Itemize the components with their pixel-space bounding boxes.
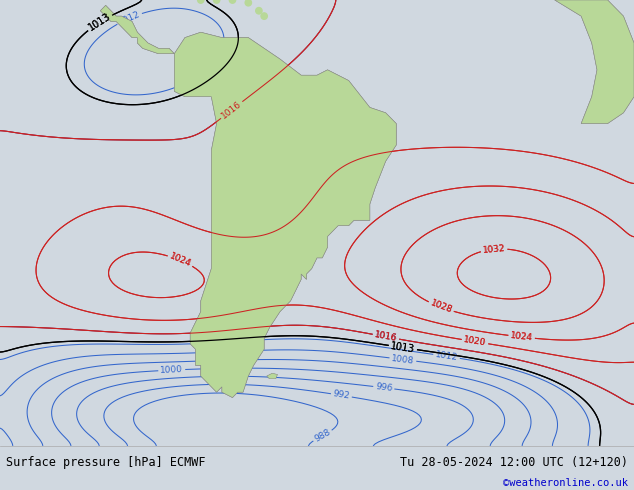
Circle shape (214, 0, 220, 3)
Text: 1004: 1004 (211, 356, 234, 365)
Text: 1016: 1016 (220, 99, 243, 121)
Circle shape (256, 7, 262, 14)
Text: 1013: 1013 (87, 12, 113, 33)
Text: 1013: 1013 (390, 341, 416, 354)
Polygon shape (267, 373, 277, 379)
Text: Surface pressure [hPa] ECMWF: Surface pressure [hPa] ECMWF (6, 456, 206, 469)
Text: 1013: 1013 (390, 341, 416, 354)
Text: Tu 28-05-2024 12:00 UTC (12+120): Tu 28-05-2024 12:00 UTC (12+120) (399, 456, 628, 469)
Text: 1016: 1016 (374, 330, 398, 343)
Polygon shape (555, 0, 634, 123)
Text: 1032: 1032 (482, 244, 506, 255)
Text: 1012: 1012 (117, 9, 141, 27)
Text: 1016: 1016 (220, 99, 243, 121)
Text: ©weatheronline.co.uk: ©weatheronline.co.uk (503, 478, 628, 489)
Text: 1016: 1016 (374, 330, 398, 343)
Text: 1024: 1024 (510, 331, 533, 343)
Text: 1032: 1032 (482, 244, 506, 255)
Polygon shape (267, 373, 277, 379)
Text: 1028: 1028 (429, 299, 453, 316)
Text: 988: 988 (313, 428, 332, 444)
Text: 1020: 1020 (463, 335, 487, 348)
Text: 1016: 1016 (220, 99, 243, 121)
Text: 1013: 1013 (87, 12, 113, 33)
Text: 996: 996 (375, 382, 393, 393)
Text: 1016: 1016 (374, 330, 398, 343)
Text: 1028: 1028 (429, 299, 453, 316)
Polygon shape (555, 0, 634, 123)
Text: 1024: 1024 (168, 252, 193, 269)
Text: 1020: 1020 (463, 335, 487, 348)
Polygon shape (100, 5, 174, 54)
Circle shape (198, 0, 204, 3)
Polygon shape (174, 32, 396, 397)
Polygon shape (100, 5, 174, 54)
Circle shape (230, 0, 236, 3)
Text: 1024: 1024 (168, 252, 193, 269)
Text: 1000: 1000 (160, 365, 183, 375)
Text: 1012: 1012 (434, 350, 458, 363)
Circle shape (261, 13, 268, 19)
Text: 1024: 1024 (510, 331, 533, 343)
Text: 1008: 1008 (391, 354, 415, 366)
Text: 992: 992 (332, 390, 351, 401)
Circle shape (245, 0, 252, 6)
Polygon shape (174, 32, 396, 397)
